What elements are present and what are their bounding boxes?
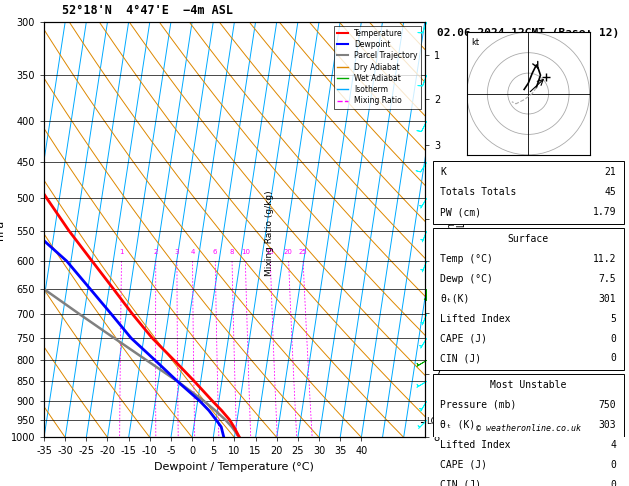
Text: 25: 25	[299, 249, 307, 255]
Bar	[433, 227, 624, 370]
Text: θₜ (K): θₜ (K)	[440, 420, 476, 430]
Text: PW (cm): PW (cm)	[440, 207, 481, 217]
Text: 0: 0	[610, 460, 616, 470]
Text: 8: 8	[230, 249, 234, 255]
Text: LCL: LCL	[426, 417, 441, 426]
Text: Temp (°C): Temp (°C)	[440, 254, 493, 264]
Text: 7.5: 7.5	[598, 274, 616, 284]
X-axis label: Dewpoint / Temperature (°C): Dewpoint / Temperature (°C)	[155, 462, 314, 472]
Text: Mixing Ratio (g/kg): Mixing Ratio (g/kg)	[265, 191, 274, 276]
Text: 45: 45	[604, 187, 616, 197]
Text: Dewp (°C): Dewp (°C)	[440, 274, 493, 284]
Text: 11.2: 11.2	[593, 254, 616, 264]
Text: 2: 2	[153, 249, 158, 255]
Text: K: K	[440, 167, 446, 177]
Text: 0: 0	[610, 333, 616, 344]
Text: 5: 5	[610, 313, 616, 324]
Text: CIN (J): CIN (J)	[440, 480, 481, 486]
Text: 21: 21	[604, 167, 616, 177]
Legend: Temperature, Dewpoint, Parcel Trajectory, Dry Adiabat, Wet Adiabat, Isotherm, Mi: Temperature, Dewpoint, Parcel Trajectory…	[334, 26, 421, 108]
Text: 02.06.2024 12GMT (Base: 12): 02.06.2024 12GMT (Base: 12)	[437, 28, 620, 38]
Text: 20: 20	[284, 249, 293, 255]
Text: Lifted Index: Lifted Index	[440, 313, 511, 324]
Text: 301: 301	[598, 294, 616, 304]
Text: CAPE (J): CAPE (J)	[440, 333, 487, 344]
Text: Pressure (mb): Pressure (mb)	[440, 400, 516, 410]
Text: Most Unstable: Most Unstable	[490, 380, 566, 390]
Text: 52°18'N  4°47'E  −4m ASL: 52°18'N 4°47'E −4m ASL	[62, 4, 233, 17]
Text: © weatheronline.co.uk: © weatheronline.co.uk	[476, 424, 581, 433]
Text: 750: 750	[598, 400, 616, 410]
Text: 4: 4	[610, 440, 616, 450]
Text: 1.79: 1.79	[593, 207, 616, 217]
Text: 3: 3	[175, 249, 179, 255]
Text: 0: 0	[610, 353, 616, 364]
Y-axis label: hPa: hPa	[0, 220, 5, 240]
Text: Surface: Surface	[508, 234, 548, 244]
Y-axis label: km
ASL: km ASL	[446, 221, 467, 239]
Text: θₜ(K): θₜ(K)	[440, 294, 470, 304]
Text: CIN (J): CIN (J)	[440, 353, 481, 364]
Bar	[433, 374, 624, 486]
Text: 15: 15	[265, 249, 275, 255]
Text: Totals Totals: Totals Totals	[440, 187, 516, 197]
Bar	[433, 161, 624, 224]
Text: 1: 1	[120, 249, 124, 255]
Text: 4: 4	[191, 249, 195, 255]
Text: CAPE (J): CAPE (J)	[440, 460, 487, 470]
Text: Lifted Index: Lifted Index	[440, 440, 511, 450]
Text: 303: 303	[598, 420, 616, 430]
Text: 0: 0	[610, 480, 616, 486]
Text: 10: 10	[241, 249, 250, 255]
Text: 6: 6	[213, 249, 218, 255]
